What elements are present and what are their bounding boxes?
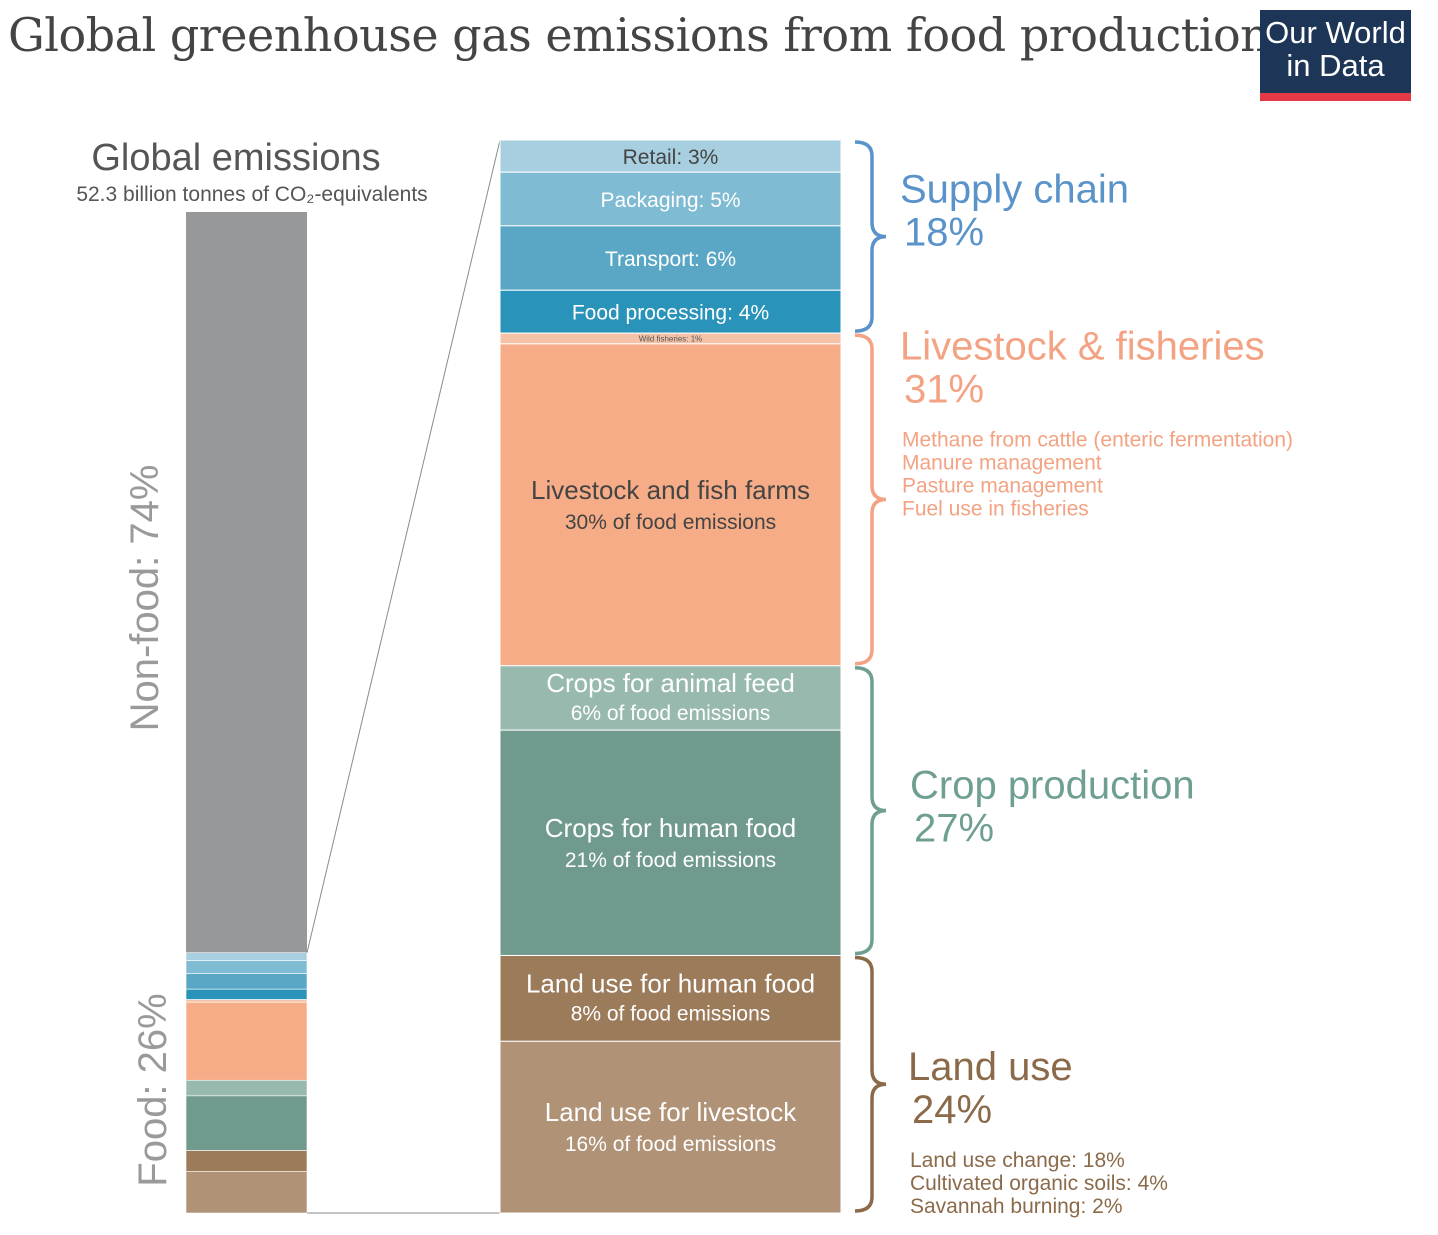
food-mini-segment bbox=[185, 973, 308, 990]
segment-sublabel: 8% of food emissions bbox=[571, 1002, 771, 1025]
global-subheading: 52.3 billion tonnes of CO₂-equivalents bbox=[76, 183, 427, 206]
owid-logo[interactable]: Our World in Data bbox=[1260, 10, 1411, 101]
segment-label: Packaging: 5% bbox=[600, 189, 740, 212]
segment-label: Transport: 6% bbox=[605, 248, 736, 271]
global-heading: Global emissions bbox=[91, 137, 380, 179]
group-percent: 31% bbox=[904, 367, 984, 411]
group-percent: 24% bbox=[912, 1088, 992, 1132]
group-bracket bbox=[854, 140, 887, 333]
group-detail: Cultivated organic soils: 4% bbox=[910, 1172, 1168, 1195]
food-segment bbox=[499, 954, 842, 1042]
food-label: Food: 26% bbox=[131, 993, 175, 1186]
food-mini-segment bbox=[185, 1150, 308, 1172]
segment-sublabel: 21% of food emissions bbox=[565, 849, 776, 872]
segment-label: Crops for animal feed bbox=[546, 668, 795, 698]
segment-label: Land use for human food bbox=[526, 968, 815, 998]
food-segment bbox=[499, 729, 842, 956]
group-detail: Land use change: 18% bbox=[910, 1149, 1125, 1172]
food-mini-segment bbox=[185, 1079, 308, 1097]
chart-title: Global greenhouse gas emissions from foo… bbox=[8, 8, 1270, 62]
food-mini-segment bbox=[185, 999, 308, 1003]
group-detail: Manure management bbox=[902, 451, 1102, 474]
group-percent: 27% bbox=[914, 807, 994, 851]
food-mini-segment bbox=[185, 988, 308, 1000]
logo-stripe bbox=[1260, 93, 1411, 101]
segment-label: Retail: 3% bbox=[623, 146, 719, 169]
segment-sublabel: 16% of food emissions bbox=[565, 1133, 776, 1156]
connector-line-top bbox=[306, 139, 501, 953]
food-mini-segment bbox=[185, 1001, 308, 1081]
segment-sublabel: 6% of food emissions bbox=[571, 702, 771, 725]
food-mini-segment bbox=[185, 1095, 308, 1151]
group-name: Supply chain bbox=[900, 168, 1129, 212]
segment-label: Land use for livestock bbox=[545, 1097, 797, 1127]
food-mini-segment bbox=[185, 952, 308, 961]
group-bracket bbox=[854, 955, 887, 1213]
group-percent: 18% bbox=[904, 211, 984, 255]
group-detail: Methane from cattle (enteric fermentatio… bbox=[902, 428, 1293, 451]
group-detail: Savannah burning: 2% bbox=[910, 1195, 1123, 1218]
group-detail: Fuel use in fisheries bbox=[902, 497, 1089, 520]
food-segment bbox=[499, 1040, 842, 1214]
segment-label: Crops for human food bbox=[545, 813, 796, 843]
food-segment bbox=[499, 343, 842, 667]
group-bracket bbox=[854, 666, 887, 956]
food-mini-segment bbox=[185, 1171, 308, 1214]
nonfood-label: Non-food: 74% bbox=[123, 465, 167, 732]
logo-line-2: in Data bbox=[1286, 48, 1385, 83]
group-name: Land use bbox=[908, 1045, 1073, 1089]
segment-label: Wild fisheries: 1% bbox=[639, 335, 703, 344]
food-segment bbox=[499, 665, 842, 731]
segment-label: Livestock and fish farms bbox=[531, 475, 810, 505]
group-name: Livestock & fisheries bbox=[900, 324, 1265, 368]
segment-sublabel: 30% of food emissions bbox=[565, 511, 776, 534]
segment-label: Food processing: 4% bbox=[572, 302, 769, 325]
logo-line-1: Our World bbox=[1265, 15, 1406, 50]
nonfood-bar bbox=[186, 212, 307, 953]
group-detail: Pasture management bbox=[902, 474, 1103, 497]
group-name: Crop production bbox=[910, 764, 1195, 808]
group-bracket bbox=[854, 333, 887, 666]
food-mini-segment bbox=[185, 960, 308, 974]
